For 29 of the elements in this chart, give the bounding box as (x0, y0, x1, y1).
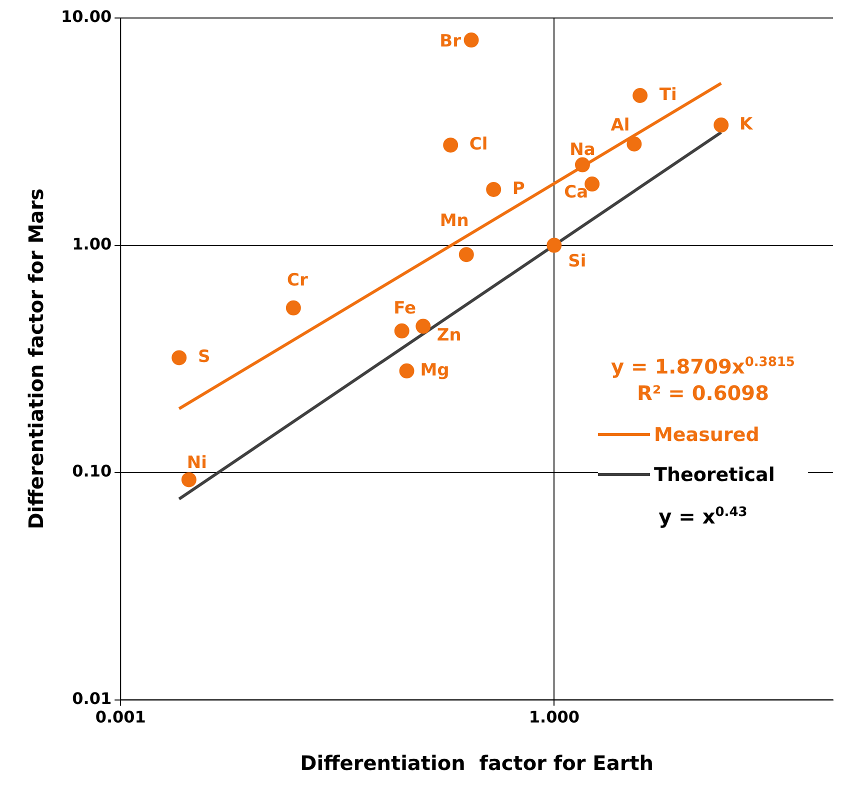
data-label: Zn (436, 326, 462, 346)
y-tick-label: 1.00 (72, 234, 112, 254)
data-label: Cr (287, 270, 308, 290)
legend-label: Theoretical (654, 464, 775, 486)
y-tick-label: 10.00 (61, 7, 112, 26)
x-tick-label: 1.000 (528, 708, 580, 727)
y-tick-label: 0.01 (72, 688, 112, 708)
data-label: Ni (186, 453, 207, 474)
data-label: Al (610, 115, 630, 136)
annotation: y = 1.8709x$^{0.3815}$ (610, 354, 796, 380)
data-label: P (512, 178, 525, 199)
annotation: R² = 0.6098 (636, 380, 770, 406)
data-label: Si (568, 252, 586, 272)
data-label: Ti (659, 84, 677, 105)
data-label: Ca (564, 182, 588, 202)
legend-label: Measured (654, 424, 760, 446)
x-tick-label: 0.001 (95, 708, 146, 727)
data-label: Mg (420, 360, 450, 380)
data-label: Mn (440, 210, 469, 231)
data-label: Br (440, 31, 462, 52)
data-label: S (198, 347, 210, 368)
annotation: y = x$^{0.43}$ (658, 503, 748, 530)
y-axis-title: Differentiation factor for Mars (24, 188, 48, 530)
data-label: Na (570, 140, 596, 160)
data-label: K (740, 114, 754, 134)
data-label: Fe (394, 298, 416, 318)
data-label: Cl (469, 134, 488, 154)
x-axis-title: Differentiation factor for Earth (300, 751, 654, 776)
y-tick-label: 0.10 (72, 462, 112, 481)
